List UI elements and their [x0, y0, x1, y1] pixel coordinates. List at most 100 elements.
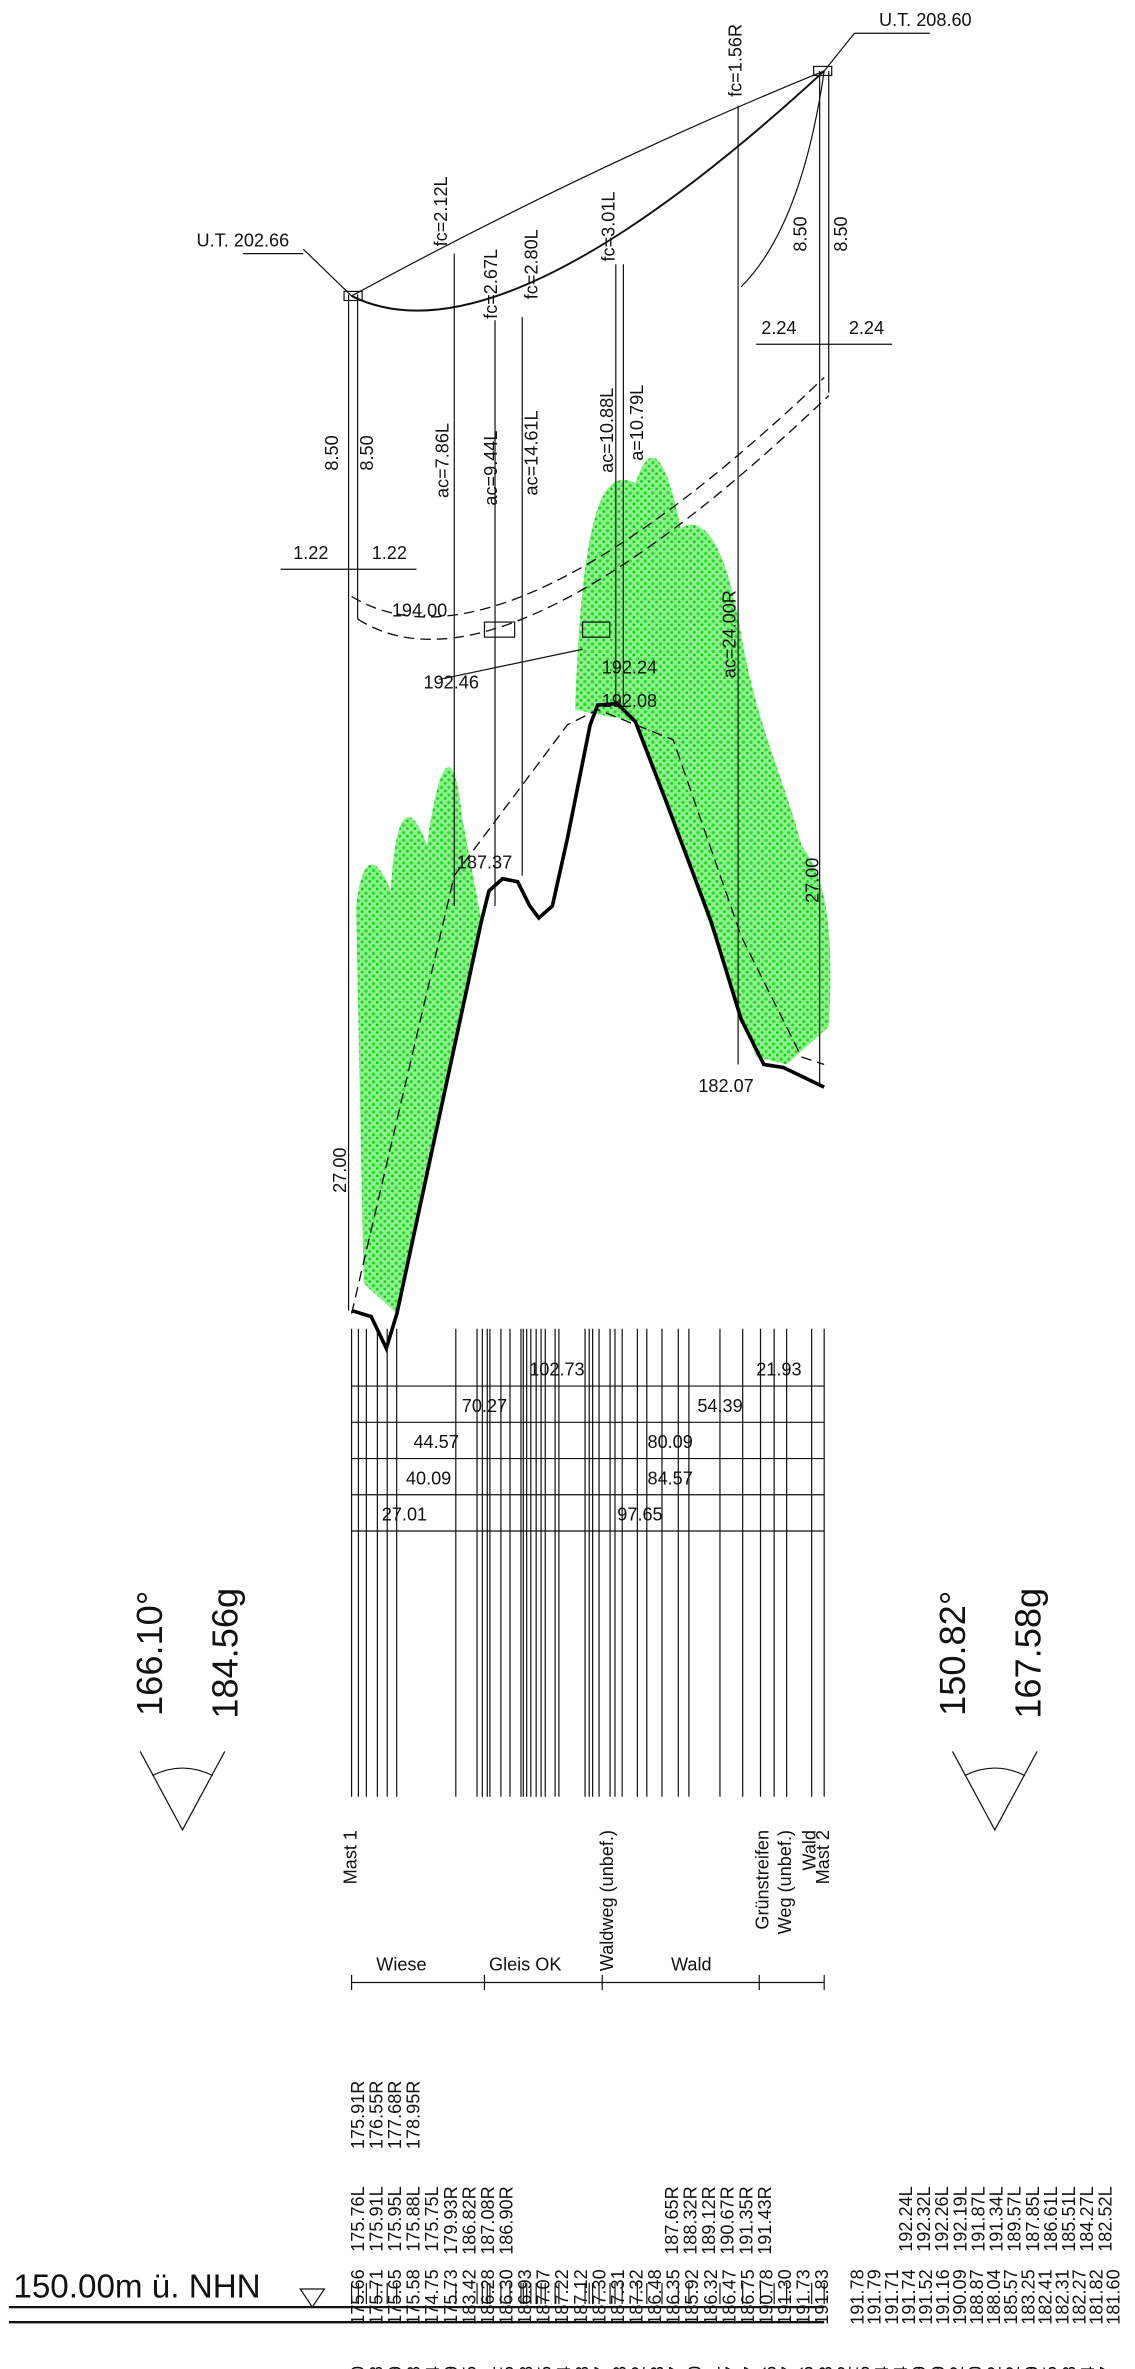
label: U.T. 208.60 [879, 10, 972, 30]
label: 50.0 [685, 2366, 705, 2369]
land-use-bracket [350, 1974, 825, 1991]
label: 190.09 [950, 2269, 970, 2324]
label: 175.76L [348, 2186, 368, 2251]
label: Wald [671, 1955, 712, 1975]
terrain [351, 701, 825, 1354]
label: ac=9.44L [481, 431, 501, 506]
label: 8.50 [790, 216, 810, 251]
label: fc=1.56R [725, 24, 745, 97]
label: 44.7 [591, 2366, 611, 2369]
label: 27.5 [460, 2366, 480, 2369]
label: fc=2.12L [431, 176, 451, 246]
label: 186.30 [496, 2269, 516, 2324]
label: 191.73 [794, 2269, 814, 2324]
label: 21.93 [756, 1360, 801, 1380]
label: 175.73 [441, 2269, 461, 2324]
label: Mast 1 [340, 1830, 360, 1884]
label: 121.4 [1078, 2366, 1098, 2369]
label: 175.95L [385, 2186, 405, 2251]
label: 174.75 [422, 2269, 442, 2324]
label: 2.24 [761, 318, 796, 338]
label: 84.57 [648, 1468, 693, 1488]
label: 103.2 [1003, 2366, 1023, 2369]
label: 186.75 [738, 2269, 758, 2324]
label: 70.27 [462, 1396, 507, 1416]
label: 184.56g [204, 1588, 245, 1719]
label: 97.2 [984, 2366, 1004, 2369]
label: 54.7 [741, 2366, 761, 2369]
label: 1.8 [367, 2366, 387, 2369]
label: 186.93 [515, 2269, 535, 2324]
label: 192.26L [932, 2186, 952, 2251]
label: 175.71 [366, 2269, 386, 2324]
label: 191.87L [968, 2186, 988, 2251]
label: 182.31 [1052, 2269, 1072, 2324]
label: 191.71 [882, 2269, 902, 2324]
label: 182.52L [1095, 2186, 1115, 2251]
label: 6.8 [404, 2366, 424, 2369]
label: 69.5 [853, 2366, 873, 2369]
label: 187.12 [571, 2269, 591, 2324]
label: fc=3.01L [599, 191, 619, 261]
label: ac=10.88L [597, 388, 617, 473]
label: 186.35 [664, 2269, 684, 2324]
label: 34.5 [498, 2366, 518, 2369]
label: 190.67R [718, 2186, 738, 2254]
label: 40.09 [406, 1468, 451, 1488]
label: 187.22 [552, 2269, 572, 2324]
clearance-lines [280, 105, 893, 1065]
vegetation [575, 457, 831, 1065]
label: 80.09 [648, 1432, 693, 1452]
label: 189.57L [1005, 2186, 1025, 2251]
label: 77.9 [910, 2366, 930, 2369]
label: 45.3 [610, 2366, 630, 2369]
label: 167.58g [1008, 1588, 1049, 1719]
label: Weg (unbef.) [775, 1830, 795, 1934]
label: 192.24L [896, 2186, 916, 2251]
label: 39.4 [554, 2366, 574, 2369]
label: 186.28 [478, 2269, 498, 2324]
label: 182.27 [1069, 2269, 1089, 2324]
label: 191.83 [812, 2269, 832, 2324]
label: 11.9 [442, 2366, 462, 2369]
label: 187.32 [626, 2269, 646, 2324]
label: 192.32L [914, 2186, 934, 2251]
label: 68.2 [835, 2366, 855, 2369]
label: 175.66 [348, 2269, 368, 2324]
label: 175.75L [422, 2186, 442, 2251]
label: 191.52 [916, 2269, 936, 2324]
label: 53.7 [722, 2366, 742, 2369]
label: Waldweg (unbef.) [597, 1830, 617, 1971]
label: 97.65 [617, 1505, 662, 1525]
label: a=10.79L [627, 385, 647, 461]
masts [343, 65, 833, 1311]
label: 107.9 [1022, 2366, 1042, 2369]
label: 124.7 [1097, 2366, 1117, 2369]
label: Wald [799, 1830, 819, 1871]
label: 191.34L [987, 2186, 1007, 2251]
label: 186.32 [701, 2269, 721, 2324]
dimension-lines [351, 1385, 825, 1532]
label: 1.22 [293, 543, 328, 563]
label: 187.08R [478, 2186, 498, 2254]
label: 175.88L [404, 2186, 424, 2251]
label: 187.07 [534, 2269, 554, 2324]
label: 71.4 [872, 2366, 892, 2369]
label: 183.42 [459, 2269, 479, 2324]
label: 183.25 [1018, 2269, 1038, 2324]
label: 175.91R [348, 2081, 368, 2149]
label: 102.73 [529, 1360, 584, 1380]
label: 191.43R [755, 2186, 775, 2254]
label: 186.47 [719, 2269, 739, 2324]
label: 2.24 [849, 318, 884, 338]
label: 182.41 [1035, 2269, 1055, 2324]
station-lines [350, 1328, 825, 2305]
label: 187.37 [457, 852, 512, 872]
label: 61.6 [760, 2366, 780, 2369]
label: ac=7.86L [432, 423, 452, 498]
label: 191.16 [933, 2269, 953, 2324]
label: 27.00 [802, 858, 822, 903]
label: 47.3 [647, 2366, 667, 2369]
label: Wiese [376, 1955, 426, 1975]
